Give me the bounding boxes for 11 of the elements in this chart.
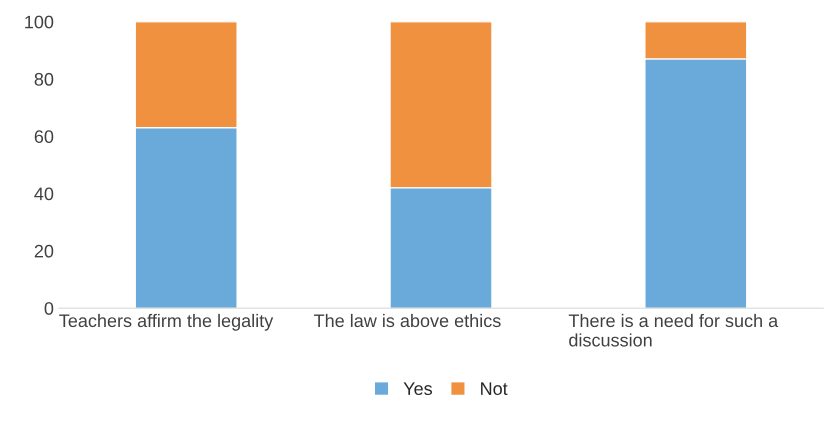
legend-label: Not xyxy=(481,382,508,396)
y-tick-label: 0 xyxy=(44,302,54,315)
y-tick-label: 100 xyxy=(25,16,54,28)
y-tick-label: 80 xyxy=(34,72,54,86)
legend-label: Yes xyxy=(404,382,432,396)
x-tick-label: There is a need for such a discussion xyxy=(568,314,778,347)
x-tick-label: The law is above ethics xyxy=(314,314,501,328)
y-tick-label: 60 xyxy=(34,130,54,143)
x-tick-label: Teachers affirm the legality xyxy=(59,314,274,331)
y-tick-label: 40 xyxy=(34,188,54,200)
y-tick-label: 20 xyxy=(34,244,54,258)
